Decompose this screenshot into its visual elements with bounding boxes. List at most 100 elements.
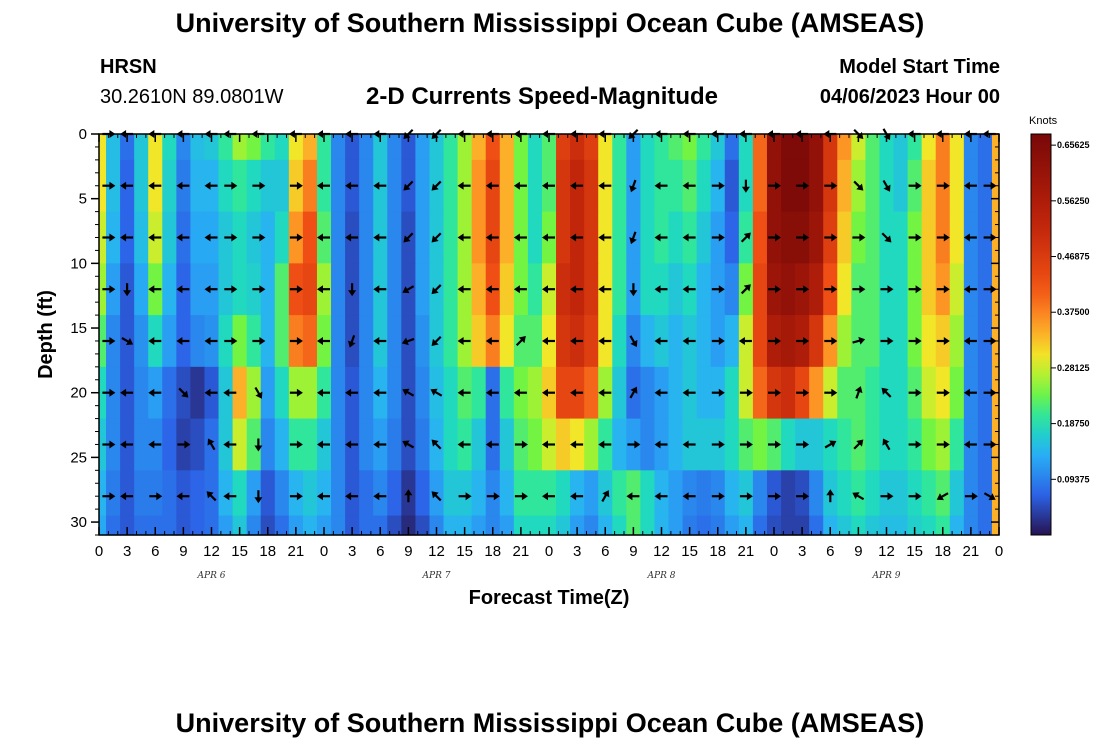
heatmap-cell [669, 263, 684, 315]
heatmap-cell [331, 470, 346, 516]
heatmap-cell [176, 470, 191, 516]
heatmap-cell [697, 160, 712, 212]
y-tick-label: 15 [70, 320, 87, 337]
heatmap-cell [865, 315, 880, 367]
x-tick-label: 21 [738, 543, 755, 560]
heatmap-cell [612, 367, 627, 419]
x-tick-label: 3 [798, 543, 806, 560]
heatmap-cell [865, 367, 880, 419]
heatmap-cell [99, 134, 107, 160]
heatmap-cell [387, 263, 402, 315]
heatmap-cell [697, 470, 712, 516]
heatmap-cell [669, 315, 684, 367]
heatmap-cell [190, 315, 205, 367]
x-tick-label: 0 [770, 543, 778, 560]
x-axis-title: Forecast Time(Z) [469, 587, 630, 609]
heatmap-cell [331, 367, 346, 419]
heatmap-cell [809, 160, 824, 212]
x-tick-label: 21 [288, 543, 305, 560]
heatmap-cell [500, 263, 515, 315]
heatmap-cell [570, 470, 585, 516]
heatmap-cell [753, 212, 768, 264]
heatmap-cell [261, 367, 276, 419]
heatmap-cell [669, 212, 684, 264]
heatmap-cell [725, 367, 740, 419]
x-tick-label: 6 [601, 543, 609, 560]
heatmap-cell [190, 212, 205, 264]
heatmap-cell [936, 470, 951, 516]
heatmap-cell [387, 315, 402, 367]
heatmap-cell [359, 212, 374, 264]
heatmap-cell [640, 367, 655, 419]
heatmap-cell [472, 470, 487, 516]
heatmap-cell [584, 315, 599, 367]
x-tick-label: 12 [653, 543, 670, 560]
colorbar-tick-label: 0.09375 [1057, 474, 1090, 484]
x-tick-label: 9 [629, 543, 637, 560]
heatmap-cell [865, 212, 880, 264]
heatmap-cell [331, 160, 346, 212]
heatmap-cell [879, 470, 894, 516]
heatmap-cell [556, 315, 571, 367]
heatmap-cell [612, 160, 627, 212]
heatmap-cell [640, 160, 655, 212]
heatmap-cell [950, 419, 965, 471]
x-tick-label: 18 [709, 543, 726, 560]
heatmap-cell [711, 470, 726, 516]
x-tick-label: 15 [231, 543, 248, 560]
heatmap-cell [837, 315, 852, 367]
heatmap-cell [331, 212, 346, 264]
heatmap-cell [781, 315, 796, 367]
heatmap-cell [387, 470, 402, 516]
heatmap-cell [190, 367, 205, 419]
heatmap-cell [809, 470, 824, 516]
heatmap-cell [415, 470, 430, 516]
heatmap-cell [444, 470, 459, 516]
heatmap-cell [219, 470, 234, 516]
heatmap-cell [809, 315, 824, 367]
heatmap-cell [922, 419, 937, 471]
heatmap-cell [134, 419, 149, 471]
heatmap-cell [317, 470, 332, 516]
heatmap-cell [894, 315, 909, 367]
heatmap-cell [162, 263, 177, 315]
heatmap-cell [500, 160, 515, 212]
heatmap-cell [331, 315, 346, 367]
heatmap-cell [556, 160, 571, 212]
heatmap-cell [162, 212, 177, 264]
heatmap-cell [753, 160, 768, 212]
heatmap-cell [556, 263, 571, 315]
x-tick-label: 0 [995, 543, 1003, 560]
heatmap-cell [500, 315, 515, 367]
heatmap-cell [472, 367, 487, 419]
heatmap-cell [359, 470, 374, 516]
heatmap-cell [612, 212, 627, 264]
heatmap-cell [584, 160, 599, 212]
heatmap-cell [640, 212, 655, 264]
heatmap-cell [134, 367, 149, 419]
colorbar-tick-label: 0.65625 [1057, 140, 1090, 150]
heatmap-cell [669, 160, 684, 212]
heatmap-cell [415, 367, 430, 419]
heatmap-cell [275, 315, 290, 367]
x-tick-label: 12 [203, 543, 220, 560]
heatmap-cell [331, 419, 346, 471]
heatmap-cell [528, 212, 543, 264]
heatmap-cell [753, 367, 768, 419]
heatmap-cell [472, 263, 487, 315]
heatmap-cell [908, 470, 923, 516]
heatmap-cell [303, 315, 318, 367]
colorbar-unit-label: Knots [1029, 115, 1058, 127]
day-label: APR 6 [197, 571, 226, 581]
heatmap-cell [865, 470, 880, 516]
heatmap-cell [894, 212, 909, 264]
x-tick-label: 12 [878, 543, 895, 560]
heatmap-cell [528, 315, 543, 367]
x-tick-label: 0 [320, 543, 328, 560]
heatmap-cell [148, 470, 163, 516]
heatmap-cell [359, 263, 374, 315]
heatmap-cell [472, 315, 487, 367]
heatmap-cell [120, 470, 135, 516]
heatmap-cell [500, 212, 515, 264]
heatmap-cell [415, 160, 430, 212]
